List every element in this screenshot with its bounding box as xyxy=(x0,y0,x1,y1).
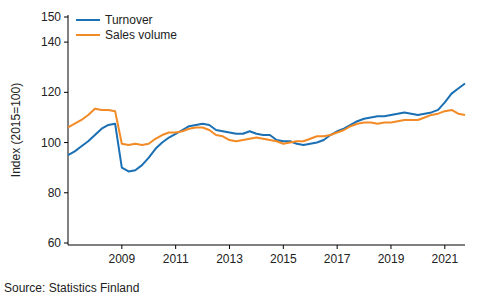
legend-label: Turnover xyxy=(105,13,153,27)
x-tick-label: 2009 xyxy=(108,252,135,266)
y-tick xyxy=(64,192,68,193)
legend-label: Sales volume xyxy=(105,28,177,42)
y-tick xyxy=(64,92,68,93)
y-tick xyxy=(64,243,68,244)
y-tick xyxy=(64,42,68,43)
legend-swatch xyxy=(76,19,100,21)
source: Source: Statistics Finland xyxy=(4,281,139,295)
x-tick-label: 2011 xyxy=(163,252,189,266)
x-tick xyxy=(390,245,391,249)
x-tick xyxy=(121,245,122,249)
x-tick xyxy=(337,245,338,249)
x-axis xyxy=(68,245,465,246)
y-tick xyxy=(64,142,68,143)
x-tick xyxy=(444,245,445,249)
x-tick-label: 2017 xyxy=(324,252,351,266)
y-tick-label: 100 xyxy=(41,136,61,150)
y-tick-label: 60 xyxy=(48,236,62,250)
y-tick-label: 150 xyxy=(41,10,61,24)
y-tick-label: 140 xyxy=(41,35,61,49)
legend-swatch xyxy=(76,34,100,36)
series-line xyxy=(68,84,465,172)
x-tick-label: 2021 xyxy=(431,252,458,266)
x-tick-label: 2015 xyxy=(270,252,297,266)
y-tick xyxy=(64,17,68,18)
x-tick-label: 2013 xyxy=(216,252,243,266)
plot-area xyxy=(68,84,465,172)
y-axis xyxy=(68,15,69,245)
series-line xyxy=(68,109,465,145)
y-tick-label: 120 xyxy=(41,85,61,99)
x-tick-label: 2019 xyxy=(378,252,405,266)
x-tick xyxy=(229,245,230,249)
x-tick xyxy=(283,245,284,249)
x-tick xyxy=(175,245,176,249)
y-axis-label: Index (2015=100) xyxy=(9,83,23,177)
chart: 60 80 100 120 140 150 2009 2011 2013 2015 2017 2019… xyxy=(0,0,493,304)
y-tick-label: 80 xyxy=(48,186,62,200)
